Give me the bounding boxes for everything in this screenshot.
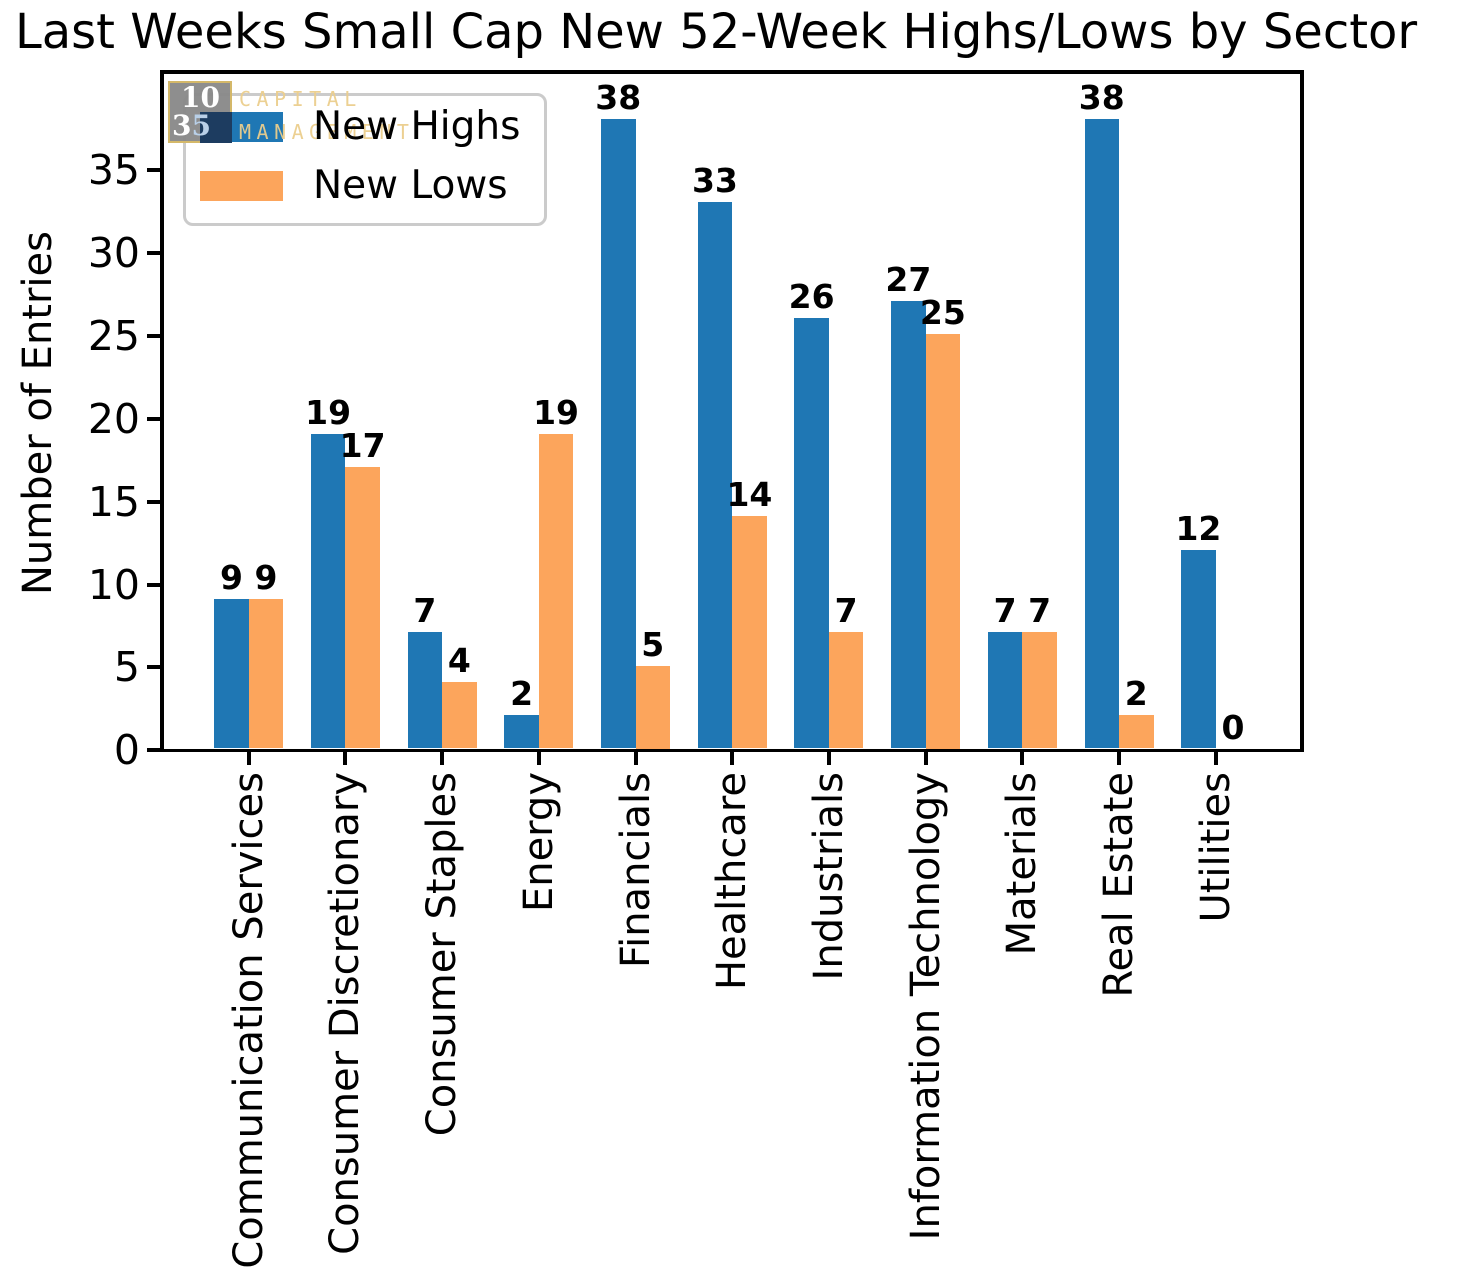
- y-tick-label: 30: [87, 229, 140, 277]
- bar-new-highs: [987, 632, 1023, 749]
- x-tick-mark: [343, 752, 348, 765]
- bar-new-lows: [1022, 632, 1057, 749]
- y-tick-mark: [146, 168, 160, 173]
- axis-spine-right: [1300, 70, 1304, 752]
- x-tick-label: Communication Services: [225, 772, 272, 1269]
- x-tick-mark: [440, 752, 445, 765]
- legend-label-new-highs: New Highs: [313, 104, 521, 149]
- bar-value-label: 9: [254, 558, 278, 598]
- watermark-digit-5: 5: [191, 109, 211, 142]
- bar-new-lows: [1119, 715, 1154, 749]
- x-tick-mark: [246, 752, 251, 765]
- bar-value-label: 5: [641, 624, 665, 664]
- bar-value-label: 7: [993, 591, 1017, 631]
- bar-value-label: 7: [413, 591, 437, 631]
- axis-spine-top: [160, 70, 1304, 74]
- y-tick-label: 0: [113, 726, 140, 775]
- x-tick-label: Consumer Staples: [419, 772, 466, 1137]
- y-tick-label: 35: [87, 146, 140, 195]
- bar-new-highs: [407, 632, 443, 749]
- chart-title: Last Weeks Small Cap New 52-Week Highs/L…: [15, 4, 1418, 60]
- bar-value-label: 26: [788, 276, 835, 316]
- x-tick-mark: [730, 752, 735, 765]
- y-tick-label: 25: [87, 311, 140, 360]
- legend: [183, 93, 547, 226]
- bar-new-highs: [697, 201, 733, 749]
- x-tick-mark: [633, 752, 638, 765]
- bar-new-highs: [794, 317, 829, 749]
- bar-value-label: 12: [1175, 508, 1222, 548]
- y-tick-label: 15: [87, 477, 140, 526]
- bar-new-highs: [1084, 118, 1119, 749]
- bar-value-label: 17: [339, 425, 386, 465]
- axis-spine-left: [160, 70, 164, 752]
- bar-value-label: 14: [726, 475, 773, 515]
- y-tick-label: 5: [113, 643, 140, 692]
- bar-new-lows: [635, 665, 670, 749]
- x-tick-mark: [923, 752, 928, 765]
- x-tick-label: Utilities: [1192, 772, 1239, 923]
- bar-value-label: 0: [1221, 707, 1245, 747]
- y-tick-mark: [146, 748, 160, 753]
- bar-value-label: 38: [595, 77, 642, 117]
- bar-value-label: 27: [885, 259, 932, 299]
- bar-new-lows: [828, 632, 864, 749]
- bar-value-label: 33: [691, 160, 738, 200]
- x-tick-mark: [1117, 752, 1121, 765]
- watermark-digits-10: 10: [181, 81, 220, 114]
- watermark-navy-square: [200, 112, 232, 143]
- x-tick-label: Industrials: [805, 772, 852, 981]
- x-tick-label: Energy: [515, 772, 562, 913]
- watermark-capital-text: CAPITAL: [239, 87, 362, 111]
- x-tick-label: Financials: [612, 772, 659, 968]
- x-tick-label: Healthcare: [709, 772, 756, 991]
- watermark-digit-3: 3: [172, 109, 192, 142]
- y-tick-mark: [146, 582, 160, 587]
- x-tick-label: Real Estate: [1096, 772, 1142, 998]
- y-tick-mark: [146, 416, 160, 421]
- bar-new-lows: [925, 334, 961, 749]
- bar-value-label: 2: [510, 674, 534, 714]
- legend-label-new-lows: New Lows: [313, 163, 508, 208]
- watermark-management-text: MANAGEMENT: [239, 120, 415, 144]
- axis-spine-bottom: [160, 748, 1304, 752]
- bar-value-label: 2: [1124, 674, 1148, 714]
- x-tick-label: Materials: [999, 772, 1046, 956]
- bar-value-label: 4: [447, 641, 471, 681]
- y-tick-mark: [146, 333, 160, 338]
- y-tick-label: 10: [87, 560, 140, 609]
- bar-new-highs: [1181, 549, 1216, 749]
- x-tick-mark: [1213, 752, 1218, 765]
- bar-value-label: 19: [305, 392, 352, 432]
- bar-value-label: 38: [1078, 77, 1125, 117]
- x-tick-mark: [1020, 752, 1025, 765]
- bar-value-label: 7: [1028, 591, 1052, 631]
- bar-new-lows: [345, 466, 380, 749]
- bar-new-highs: [310, 433, 346, 749]
- x-tick-mark: [826, 752, 831, 765]
- y-tick-mark: [146, 665, 160, 670]
- x-tick-label: Consumer Discretionary: [322, 772, 369, 1255]
- bar-value-label: 19: [533, 392, 580, 432]
- bar-new-lows: [538, 433, 574, 749]
- bar-value-label: 25: [919, 293, 966, 333]
- bar-new-highs: [601, 118, 636, 749]
- bar-new-highs: [214, 599, 249, 749]
- bar-value-label: 9: [219, 558, 243, 598]
- bar-new-highs: [891, 300, 926, 749]
- y-tick-label: 20: [87, 394, 140, 443]
- legend-swatch-new-lows: [200, 171, 283, 201]
- y-tick-mark: [146, 251, 160, 255]
- y-tick-mark: [146, 499, 160, 504]
- watermark-digits-35: 35: [172, 111, 211, 141]
- bar-new-lows: [732, 516, 767, 749]
- bar-new-highs: [504, 715, 539, 749]
- bar-new-lows: [248, 599, 284, 749]
- x-tick-mark: [536, 752, 541, 765]
- x-tick-label: Information Technology: [902, 772, 949, 1241]
- bar-value-label: 7: [834, 591, 858, 631]
- bar-new-lows: [442, 682, 477, 749]
